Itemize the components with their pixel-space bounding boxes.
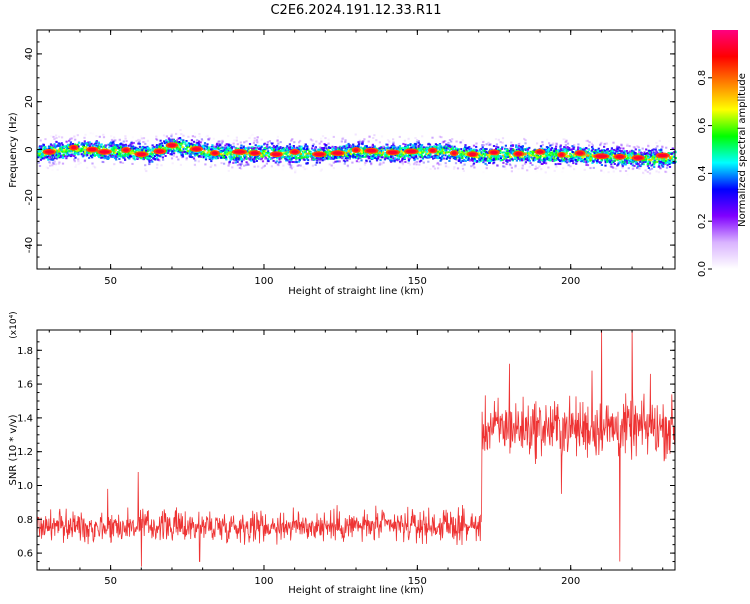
spectrogram-x-label: Height of straight line (km)	[288, 286, 424, 297]
colorbar: 0.00.20.40.60.8 Normalized spectral ampl…	[697, 30, 748, 277]
snr-x-label: Height of straight line (km)	[288, 585, 424, 596]
colorbar-ticks: 0.00.20.40.60.8	[697, 70, 712, 277]
snr-background	[37, 330, 675, 570]
snr-series-line	[37, 330, 675, 567]
spectrogram-y-label: Frequency (Hz)	[8, 112, 19, 188]
snr-scale-label: (x10⁴)	[9, 311, 19, 338]
figure-title: C2E6.2024.191.12.33.R11	[270, 3, 441, 18]
colorbar-label: Normalized spectral amplitude	[737, 73, 748, 227]
snr-y-label: SNR (10 * v/v)	[8, 414, 19, 485]
colorbar-gradient	[712, 30, 738, 269]
spectrogram-band	[37, 129, 677, 176]
